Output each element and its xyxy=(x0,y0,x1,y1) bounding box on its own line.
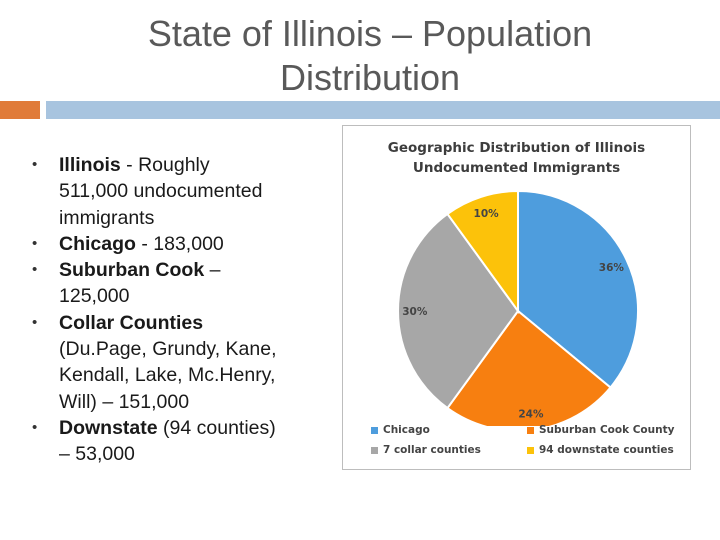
legend-item-downstate: 94 downstate counties xyxy=(527,444,683,456)
bullet-item-chicago: Chicago - 183,000 xyxy=(32,231,282,258)
bullet-label: Downstate xyxy=(59,416,158,439)
pie-data-label-suburban-cook: 24% xyxy=(518,408,544,420)
bullet-label: Chicago xyxy=(59,232,136,255)
bullet-item-suburban-cook: Suburban Cook – 125,000 xyxy=(32,257,282,310)
bullet-text: (94 counties) – 53,000 xyxy=(59,416,276,466)
title-rule-bar xyxy=(46,101,720,119)
bullet-text: (Du.Page, Grundy, Kane, Kendall, Lake, M… xyxy=(59,338,277,413)
pie-chart: Geographic Distribution of Illinois Undo… xyxy=(342,125,691,470)
bullet-item-collar-counties: Collar Counties (Du.Page, Grundy, Kane, … xyxy=(32,310,282,415)
legend-swatch xyxy=(371,426,378,434)
slide-title: State of Illinois – Population Distribut… xyxy=(147,13,593,98)
pie-data-label-downstate: 10% xyxy=(474,208,500,220)
bullet-item-downstate: Downstate (94 counties) – 53,000 xyxy=(32,415,282,468)
chart-legend: Chicago Suburban Cook County 7 collar co… xyxy=(371,424,683,456)
bullet-text: – 125,000 xyxy=(59,259,221,308)
legend-item-suburban-cook: Suburban Cook County xyxy=(527,424,683,436)
legend-label: Chicago xyxy=(383,424,430,436)
legend-label: 7 collar counties xyxy=(383,444,481,456)
legend-swatch xyxy=(371,446,378,454)
bullet-label: Collar Counties xyxy=(59,311,204,334)
legend-item-chicago: Chicago xyxy=(371,424,527,436)
legend-swatch xyxy=(527,426,534,434)
chart-title: Geographic Distribution of Illinois Undo… xyxy=(387,140,646,176)
pie-data-label-collar: 30% xyxy=(402,306,428,318)
pie-slice-chicago xyxy=(517,189,639,389)
bullet-text: - 183,000 xyxy=(135,232,224,255)
bullet-label: Illinois xyxy=(59,154,121,176)
pie-data-label-chicago: 36% xyxy=(599,262,625,274)
pie-plot: 36% 24% 30% 10% xyxy=(397,189,639,426)
legend-swatch xyxy=(527,446,534,454)
pie-slice-downstate xyxy=(446,189,519,315)
bullet-list: Illinois - Roughly 511,000 undocumented … xyxy=(32,152,282,468)
pie-slice-suburban-cook xyxy=(446,309,612,426)
bullet-label: Suburban Cook xyxy=(59,259,205,282)
legend-item-collar: 7 collar counties xyxy=(371,444,527,456)
bullet-text: - Roughly 511,000 undocumented immigrant… xyxy=(59,154,263,229)
pie-slice-collar xyxy=(397,212,520,410)
bullet-item-illinois: Illinois - Roughly 511,000 undocumented … xyxy=(32,152,282,231)
title-accent-bar xyxy=(0,101,40,119)
legend-label: 94 downstate counties xyxy=(539,444,674,456)
legend-label: Suburban Cook County xyxy=(539,424,675,436)
